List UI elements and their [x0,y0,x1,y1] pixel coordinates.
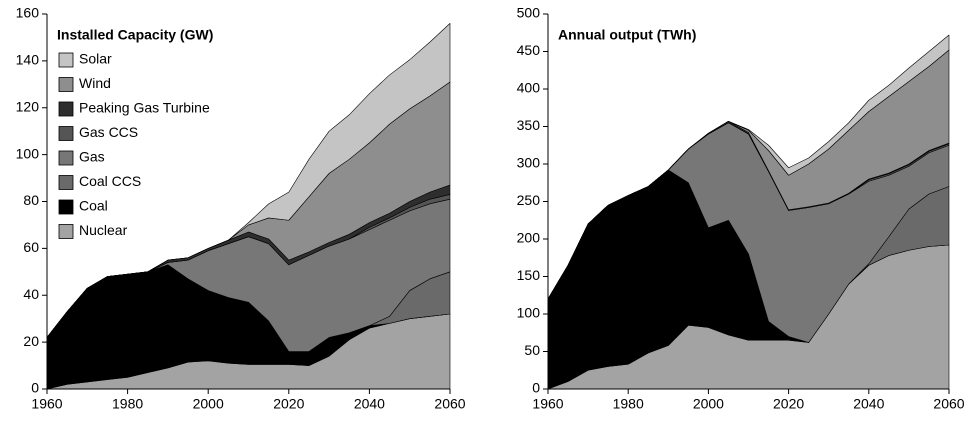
x-tick-label: 2000 [693,396,724,412]
y-tick-label: 60 [23,239,39,255]
x-tick-label: 1960 [31,396,62,412]
x-tick-label: 2040 [354,396,385,412]
x-tick-label: 2020 [773,396,804,412]
y-tick-label: 100 [16,145,40,161]
y-tick-label: 120 [16,98,40,114]
x-tick-label: 2060 [933,396,964,412]
y-tick-label: 350 [517,117,541,133]
y-tick-label: 0 [31,380,39,396]
y-tick-label: 80 [23,192,39,208]
legend-label: Wind [79,75,111,91]
legend-label: Solar [79,51,112,67]
y-tick-label: 500 [517,5,541,21]
legend-swatch [58,126,74,141]
plot [547,34,950,390]
y-tick-label: 250 [517,192,541,208]
legend-label: Peaking Gas Turbine [79,100,210,116]
legend-label: Nuclear [79,222,128,238]
area [547,34,950,300]
y-tick-label: 0 [532,380,540,396]
chart-title: Installed Capacity (GW) [57,27,213,43]
area [46,23,451,338]
legend-swatch [58,199,74,215]
x-tick-label: 2060 [434,396,465,412]
y-tick-label: 40 [23,286,39,302]
y-tick-label: 160 [16,5,40,21]
legend-swatch [58,175,74,190]
y-tick-label: 150 [517,267,541,283]
x-tick-label: 2040 [853,396,884,412]
x-tick-label: 1960 [532,396,563,412]
legend-label: Gas [79,149,105,165]
legend-swatch [58,224,74,239]
chart-title: Annual output (TWh) [558,27,696,43]
y-tick-label: 50 [524,342,540,358]
y-tick-label: 140 [16,52,40,68]
y-tick-label: 300 [517,155,541,171]
y-tick-label: 200 [517,230,541,246]
x-tick-label: 2020 [273,396,304,412]
y-tick-label: 400 [517,80,541,96]
legend-label: Gas CCS [79,124,138,140]
legend-label: Coal [79,198,108,214]
y-tick-label: 20 [23,333,39,349]
legend-swatch [58,52,74,68]
legend-swatch [58,150,74,166]
y-tick-label: 100 [517,305,541,321]
legend-swatch [58,77,74,92]
x-tick-label: 2000 [193,396,224,412]
plot [46,23,451,390]
legend-label: Coal CCS [79,173,141,189]
legend-swatch [58,101,74,117]
x-tick-label: 1980 [112,396,143,412]
x-tick-label: 1980 [613,396,644,412]
y-tick-label: 450 [517,42,541,58]
